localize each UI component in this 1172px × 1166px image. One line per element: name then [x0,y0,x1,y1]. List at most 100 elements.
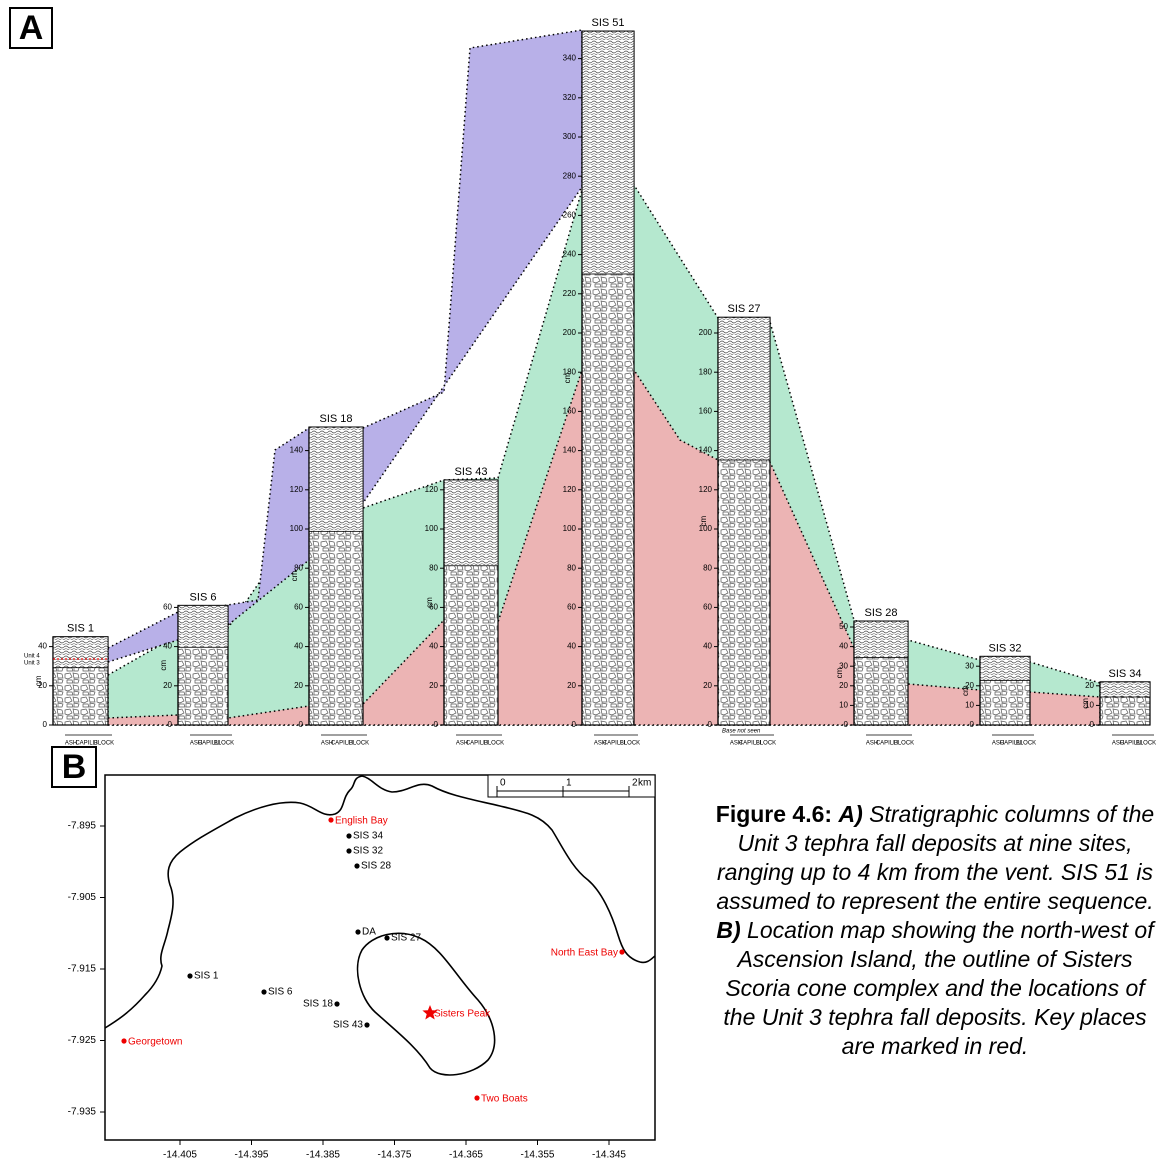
site-label: SIS 28 [361,861,391,872]
caption-marker: B) [716,917,741,943]
tick-label: 100 [699,524,713,533]
grain-scale-label: CAPILLI [331,741,354,747]
column-layer [177,605,229,648]
tick-label: 20 [567,681,576,690]
site-marker [384,935,390,941]
grain-scale-label: ASH [992,741,1004,747]
column-name: SIS 43 [454,466,487,478]
column-name: SIS 28 [864,607,897,619]
tick-label: 140 [563,446,577,455]
grain-scale-label: CAPILLI [876,741,899,747]
place-marker [474,1095,480,1101]
tick-label: 20 [1085,681,1094,690]
site-marker [346,833,352,839]
map-frame [104,774,656,1141]
panel-label-box [51,746,97,788]
axis-label: cm [290,570,299,581]
coastline [104,775,656,1029]
tick-label: 240 [563,250,577,259]
column-layer [443,479,499,567]
column-layer [52,636,109,669]
tick-label: 180 [563,367,577,376]
tick-label: 60 [567,603,576,612]
panel-label: B [62,748,87,786]
grain-scale-label: ASH [1112,741,1124,747]
tick-label: 60 [703,603,712,612]
grain-scale-label: CAPILLI [75,741,98,747]
tick-label: 30 [965,661,974,670]
tick-label: 40 [567,642,576,651]
grain-scale-label: ASH [866,741,878,747]
tick-label: 60 [294,603,303,612]
tick-label: 0 [434,720,439,729]
axis-label: cm [835,667,844,678]
tick-label: 0 [299,720,304,729]
grain-scale-label: CAPILLI [739,741,762,747]
tick-label: 40 [38,642,47,651]
site-label: SIS 34 [353,831,383,842]
site-marker [346,848,352,854]
site-label: SIS 32 [353,846,383,857]
site-marker [364,1022,370,1028]
base-note: Base not seen [722,729,761,735]
tick-label: 260 [563,211,577,220]
tick-label: 80 [703,563,712,572]
tick-label: 0 [1090,720,1095,729]
scale-label: 1 [566,778,572,789]
grain-scale-label: ASH [730,741,742,747]
column-name: SIS 51 [591,17,624,29]
axis-label: cm [425,597,434,608]
grain-scale-label: BLOCK [620,741,640,747]
tick-label: 50 [839,622,848,631]
y-tick-label: -7.925 [68,1035,97,1046]
place-marker [328,817,334,823]
site-label: SIS 1 [194,971,219,982]
tick-label: 160 [699,407,713,416]
column-layer [308,426,364,532]
grain-scale-label: ASH [594,741,606,747]
site-label: SIS 6 [268,987,293,998]
tick-label: 30 [839,661,848,670]
tick-label: 20 [294,681,303,690]
grain-scale-label: CAPILLI [1000,741,1023,747]
column-name: SIS 1 [67,623,94,635]
tick-label: 10 [839,701,848,710]
grain-scale-label: ASH [190,741,202,747]
grain-scale-label: CAPILLI [198,741,221,747]
place-marker [121,1038,127,1044]
grain-scale-label: BLOCK [894,741,914,747]
tick-label: 100 [563,524,577,533]
place-label: Two Boats [481,1094,528,1105]
tick-label: 20 [429,681,438,690]
column-layer [853,620,909,658]
column-name: SIS 6 [190,591,217,603]
grain-scale-label: ASH [65,741,77,747]
tick-label: 40 [703,642,712,651]
tick-label: 200 [699,328,713,337]
site-marker [261,989,267,995]
x-tick-label: -14.405 [163,1150,197,1161]
grain-scale-label: BLOCK [214,741,234,747]
panel-label-box [9,7,53,49]
tick-label: 120 [699,485,713,494]
tick-label: 0 [844,720,849,729]
tick-label: 20 [163,681,172,690]
tick-label: 200 [563,328,577,337]
tick-label: 80 [429,563,438,572]
tick-label: 140 [290,446,304,455]
grain-scale-label: CAPILLI [603,741,626,747]
x-tick-label: -14.365 [449,1150,483,1161]
grain-scale-label: BLOCK [1016,741,1036,747]
tick-label: 280 [563,171,577,180]
caption-label: Figure 4.6: [715,801,833,827]
tick-label: 100 [290,524,304,533]
column-name: SIS 18 [319,413,352,425]
grain-scale-label: BLOCK [349,741,369,747]
tick-label: 40 [163,642,172,651]
tick-label: 60 [163,603,172,612]
column-layer [979,656,1031,681]
site-marker [334,1001,340,1007]
tick-label: 100 [425,524,439,533]
